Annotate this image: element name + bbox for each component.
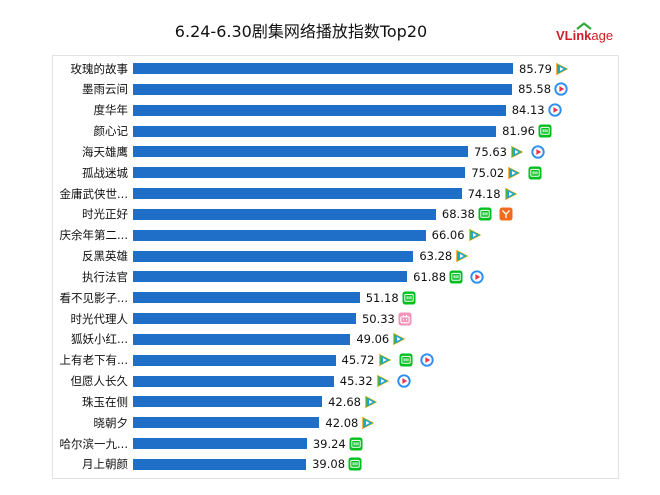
iqiyi-icon: [538, 124, 552, 138]
youku-icon: [419, 353, 434, 367]
bar: [133, 438, 307, 450]
bar: [133, 333, 351, 345]
chart-title: 6.24-6.30剧集网络播放指数Top20: [174, 22, 428, 41]
tencent-video-icon: [555, 62, 569, 76]
value-label: 42.08: [325, 415, 359, 430]
category-label: 颜心记: [93, 124, 129, 139]
iqiyi-icon: [449, 270, 463, 284]
category-label: 庆余年第二...: [59, 228, 128, 243]
bar: [133, 63, 514, 74]
bar: [133, 208, 436, 220]
category-label: 月上朝颜: [82, 457, 128, 472]
value-label: 85.79: [519, 61, 552, 76]
tencent-video-icon: [361, 416, 375, 430]
value-label: 74.18: [467, 186, 501, 201]
value-label: 42.68: [328, 394, 361, 409]
category-label: 金庸武侠世...: [59, 186, 128, 201]
bar: [133, 229, 426, 241]
category-label: 珠玉在侧: [82, 394, 128, 409]
value-label: 75.63: [474, 144, 507, 159]
category-label: 狐妖小红...: [71, 332, 128, 347]
value-label: 81.96: [502, 124, 536, 139]
category-label: 但愿人长久: [70, 374, 129, 389]
youku-icon: [554, 82, 568, 96]
vlinkage-logo: VLinkage: [556, 22, 630, 46]
bar: [133, 417, 320, 429]
youku-icon: [548, 103, 562, 117]
iqiyi-icon: [349, 437, 363, 451]
chart-frame: [52, 55, 619, 479]
category-label: 孤战迷城: [82, 165, 128, 180]
category-label: 墨雨云间: [82, 82, 128, 97]
tencent-video-icon: [364, 395, 378, 409]
bar: [133, 250, 414, 262]
youku-icon: [470, 270, 484, 284]
tencent-video-icon: [378, 353, 392, 367]
category-label: 玫瑰的故事: [70, 61, 129, 76]
bar: [133, 125, 497, 137]
value-label: 45.32: [339, 374, 373, 389]
iqiyi-icon: [478, 207, 492, 221]
mango-tv-icon: [499, 207, 513, 221]
bar: [133, 83, 513, 95]
logo-text-b: age: [591, 28, 614, 43]
tencent-video-icon: [376, 374, 390, 388]
logo-wordmark: VLinkage: [556, 28, 613, 44]
iqiyi-icon: [348, 457, 362, 471]
category-label: 哈尔滨一九...: [59, 436, 128, 451]
youku-icon: [531, 145, 545, 159]
value-label: 49.06: [356, 332, 390, 347]
tencent-video-icon: [468, 228, 482, 242]
iqiyi-icon: [528, 166, 542, 180]
iqiyi-icon: [402, 291, 416, 305]
tencent-video-icon: [455, 249, 469, 263]
value-label: 66.06: [431, 228, 465, 243]
category-label: 晓朝夕: [93, 415, 129, 430]
logo-roof-icon: [576, 22, 592, 30]
category-label: 看不见影子...: [59, 290, 128, 305]
tencent-video-icon: [507, 166, 521, 180]
value-label: 68.38: [441, 207, 475, 222]
value-label: 85.58: [518, 82, 552, 97]
bar: [133, 313, 356, 325]
category-label: 时光正好: [82, 207, 128, 222]
value-label: 84.13: [511, 103, 545, 118]
value-label: 39.08: [312, 457, 346, 472]
bar: [133, 292, 360, 304]
tencent-video-icon: [392, 332, 406, 346]
bar: [133, 104, 506, 116]
category-label: 执行法官: [82, 269, 128, 284]
value-label: 45.72: [341, 353, 375, 368]
youku-icon: [397, 374, 411, 388]
category-label: 海天雄鹰: [82, 144, 128, 159]
value-label: 61.88: [413, 269, 447, 284]
bar: [133, 188, 462, 200]
value-label: 50.33: [361, 311, 395, 326]
bar: [133, 458, 307, 470]
category-label: 上有老下有...: [59, 353, 128, 368]
value-label: 39.24: [312, 436, 346, 451]
tencent-video-icon: [510, 145, 524, 159]
value-label: 75.02: [471, 165, 505, 180]
bilibili-icon: [398, 312, 412, 326]
category-label: 时光代理人: [70, 311, 129, 326]
value-label: 51.18: [365, 290, 399, 305]
bar: [133, 146, 469, 158]
logo-text-a: VLink: [556, 28, 592, 43]
iqiyi-icon: [399, 353, 413, 367]
category-label: 反黑英雄: [82, 249, 128, 264]
value-label: 63.28: [419, 249, 453, 264]
bar: [133, 354, 336, 366]
tencent-video-icon: [504, 187, 518, 201]
bar: [133, 167, 466, 179]
bar: [133, 375, 334, 387]
bar: [133, 271, 408, 283]
bar: [133, 396, 323, 408]
category-label: 度华年: [93, 103, 129, 118]
